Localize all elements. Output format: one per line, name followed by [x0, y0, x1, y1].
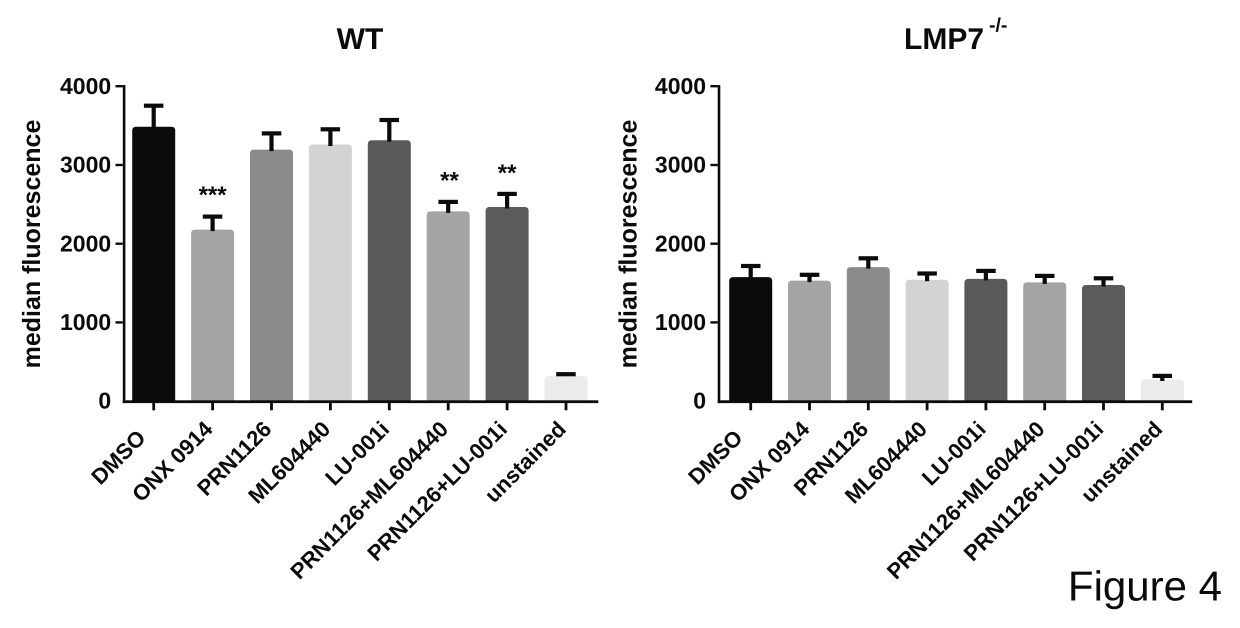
svg-text:3000: 3000 — [655, 152, 706, 178]
svg-text:1000: 1000 — [655, 309, 706, 335]
svg-text:4000: 4000 — [60, 73, 111, 99]
svg-text:2000: 2000 — [60, 230, 111, 256]
svg-text:2000: 2000 — [655, 230, 706, 256]
svg-text:0: 0 — [693, 388, 706, 414]
svg-text:Figure 4: Figure 4 — [1068, 563, 1222, 610]
svg-text:4000: 4000 — [655, 73, 706, 99]
svg-text:3000: 3000 — [60, 152, 111, 178]
svg-text:median fluorescence: median fluorescence — [615, 120, 643, 369]
svg-text:1000: 1000 — [60, 309, 111, 335]
svg-text:WT: WT — [337, 23, 384, 56]
svg-text:**: ** — [440, 168, 459, 195]
svg-text:***: *** — [199, 182, 228, 209]
svg-text:**: ** — [498, 160, 517, 187]
svg-text:0: 0 — [98, 388, 111, 414]
svg-text:median fluorescence: median fluorescence — [18, 120, 46, 369]
